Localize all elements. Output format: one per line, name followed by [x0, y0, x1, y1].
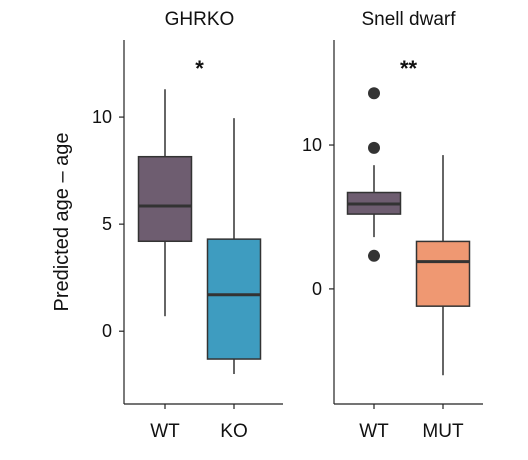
y-tick-label: 0 — [312, 279, 322, 299]
y-tick-label: 10 — [92, 107, 112, 127]
box-iqr — [206, 238, 262, 360]
box-wt — [137, 89, 193, 317]
y-axis-label: Predicted age – age — [51, 132, 73, 311]
y-tick-label: 0 — [102, 321, 112, 341]
box-wt — [346, 87, 402, 262]
panel-title: GHRKO — [165, 9, 235, 30]
x-tick-label: KO — [220, 421, 247, 442]
box-iqr — [137, 155, 193, 243]
x-tick-label: MUT — [422, 421, 464, 442]
outlier-point — [368, 87, 380, 100]
x-tick-label: WT — [359, 421, 389, 442]
box-mut — [415, 155, 471, 376]
x-tick-label: WT — [150, 421, 180, 442]
outlier-point — [368, 141, 380, 154]
significance-label: * — [195, 56, 204, 81]
box-ko — [206, 118, 262, 375]
panel-1: Snell dwarf ** 0 10 WT MUT — [302, 9, 483, 442]
significance-label: ** — [400, 56, 418, 81]
panel-title: Snell dwarf — [362, 9, 457, 30]
box-iqr — [415, 240, 471, 307]
outlier-point — [368, 249, 380, 262]
y-tick-label: 10 — [302, 135, 322, 155]
y-tick-label: 5 — [102, 214, 112, 234]
panel-0: GHRKO * 0 5 10 WT KO — [92, 9, 283, 442]
